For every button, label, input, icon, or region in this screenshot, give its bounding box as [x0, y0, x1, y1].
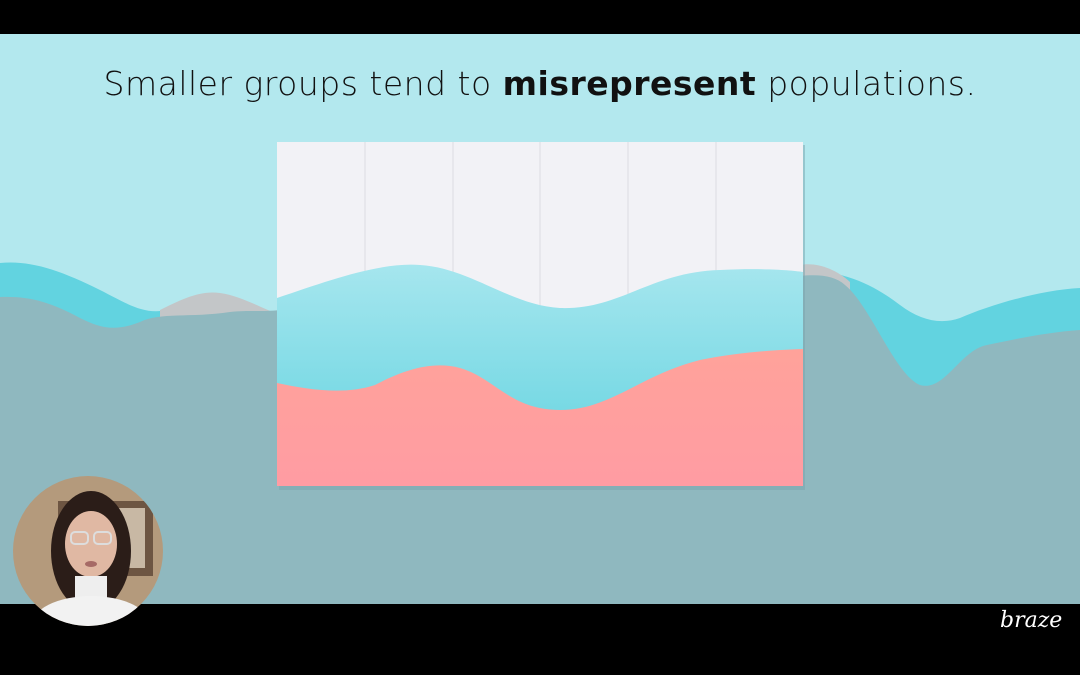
wave-illustration	[0, 142, 1080, 604]
title-emphasis: misrepresent	[502, 64, 757, 103]
chart-pink-area	[277, 349, 803, 486]
slide: Smaller groups tend to misrepresent popu…	[0, 34, 1080, 604]
presenter-video-icon	[13, 476, 163, 626]
title-text-end: populations.	[756, 64, 977, 103]
top-letterbox	[0, 0, 1080, 34]
braze-logo: braze	[1000, 608, 1063, 633]
bottom-letterbox	[0, 604, 1080, 675]
slide-title: Smaller groups tend to misrepresent popu…	[0, 64, 1080, 103]
presenter-webcam[interactable]	[13, 476, 163, 626]
title-text: Smaller groups tend to	[103, 64, 503, 103]
